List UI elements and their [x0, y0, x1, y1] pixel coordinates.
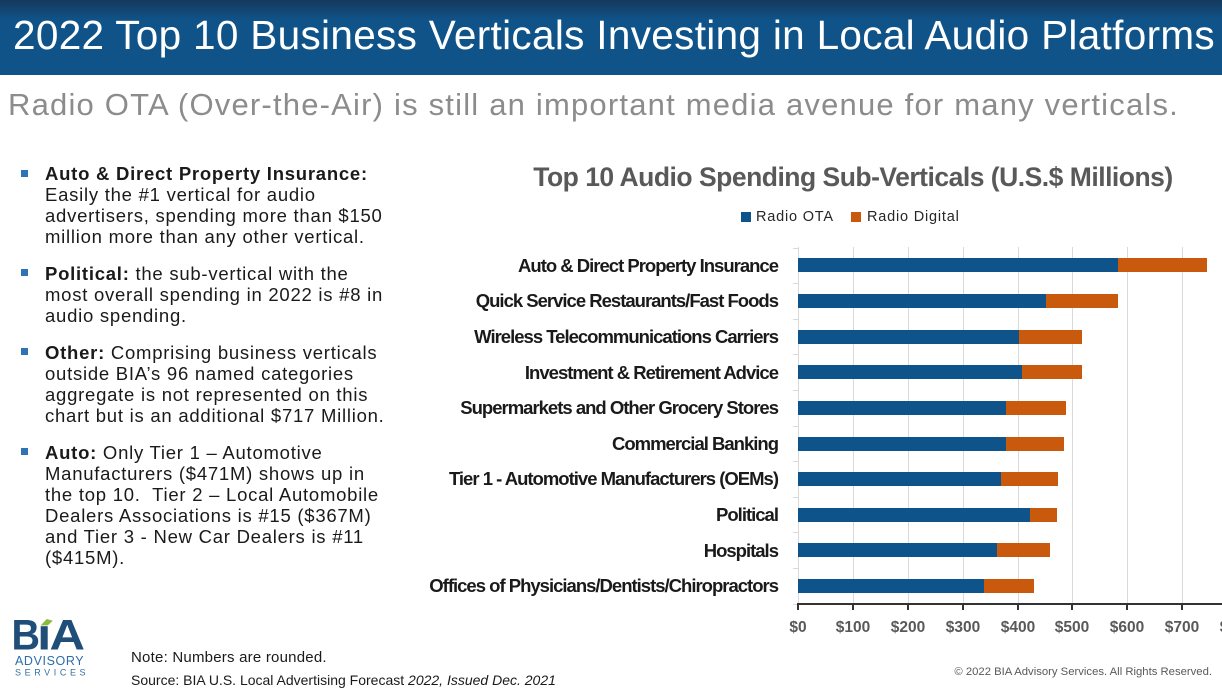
svg-text:SERVICES: SERVICES: [15, 668, 89, 678]
svg-text:ADVISORY: ADVISORY: [15, 654, 84, 668]
svg-text:B: B: [12, 612, 41, 659]
svg-text:A: A: [50, 612, 86, 659]
